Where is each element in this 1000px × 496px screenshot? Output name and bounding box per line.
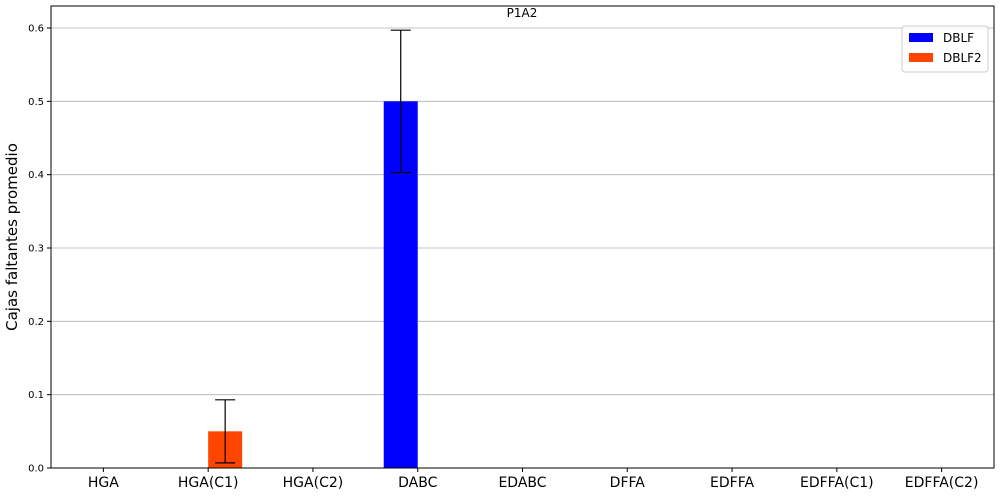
y-axis-label: Cajas faltantes promedio — [3, 143, 21, 331]
x-tick-label: HGA(C2) — [283, 475, 344, 491]
error-bars — [215, 29, 411, 464]
x-tick-label: EDFFA(C1) — [800, 475, 874, 491]
y-tick-label: 0.2 — [28, 317, 44, 328]
y-tick-label: 0.6 — [28, 24, 44, 35]
legend-swatch-dblf — [909, 33, 933, 42]
y-tick-label: 0.3 — [28, 244, 44, 255]
legend-label-dblf2: DBLF2 — [943, 51, 982, 65]
y-tick-label: 0.5 — [28, 97, 44, 108]
x-axis: HGA HGA(C1) HGA(C2) DABC EDABC DFFA EDFFA EDFFA… — [88, 468, 979, 491]
x-tick-label: EDFFA — [710, 475, 754, 491]
error-bar-dblf2-1 — [215, 399, 236, 464]
x-tick-label: HGA — [88, 475, 119, 491]
x-tick-label: HGA(C1) — [178, 475, 239, 491]
legend-swatch-dblf2 — [909, 53, 933, 62]
chart-title: P1A2 — [507, 6, 538, 20]
x-tick-label: EDFFA(C2) — [905, 475, 979, 491]
error-bar-dblf-3 — [390, 29, 411, 174]
legend: DBLF DBLF2 — [901, 25, 989, 73]
gridlines — [51, 27, 994, 396]
y-axis: 0.0 0.1 0.2 0.3 0.4 0.5 0.6 — [28, 24, 51, 475]
x-tick-label: DABC — [398, 475, 437, 491]
y-tick-label: 0.4 — [28, 170, 44, 181]
x-tick-label: EDABC — [498, 475, 546, 491]
y-tick-label: 0.1 — [28, 390, 44, 401]
legend-label-dblf: DBLF — [943, 31, 974, 45]
x-tick-label: DFFA — [610, 475, 646, 491]
y-tick-label: 0.0 — [28, 464, 44, 475]
